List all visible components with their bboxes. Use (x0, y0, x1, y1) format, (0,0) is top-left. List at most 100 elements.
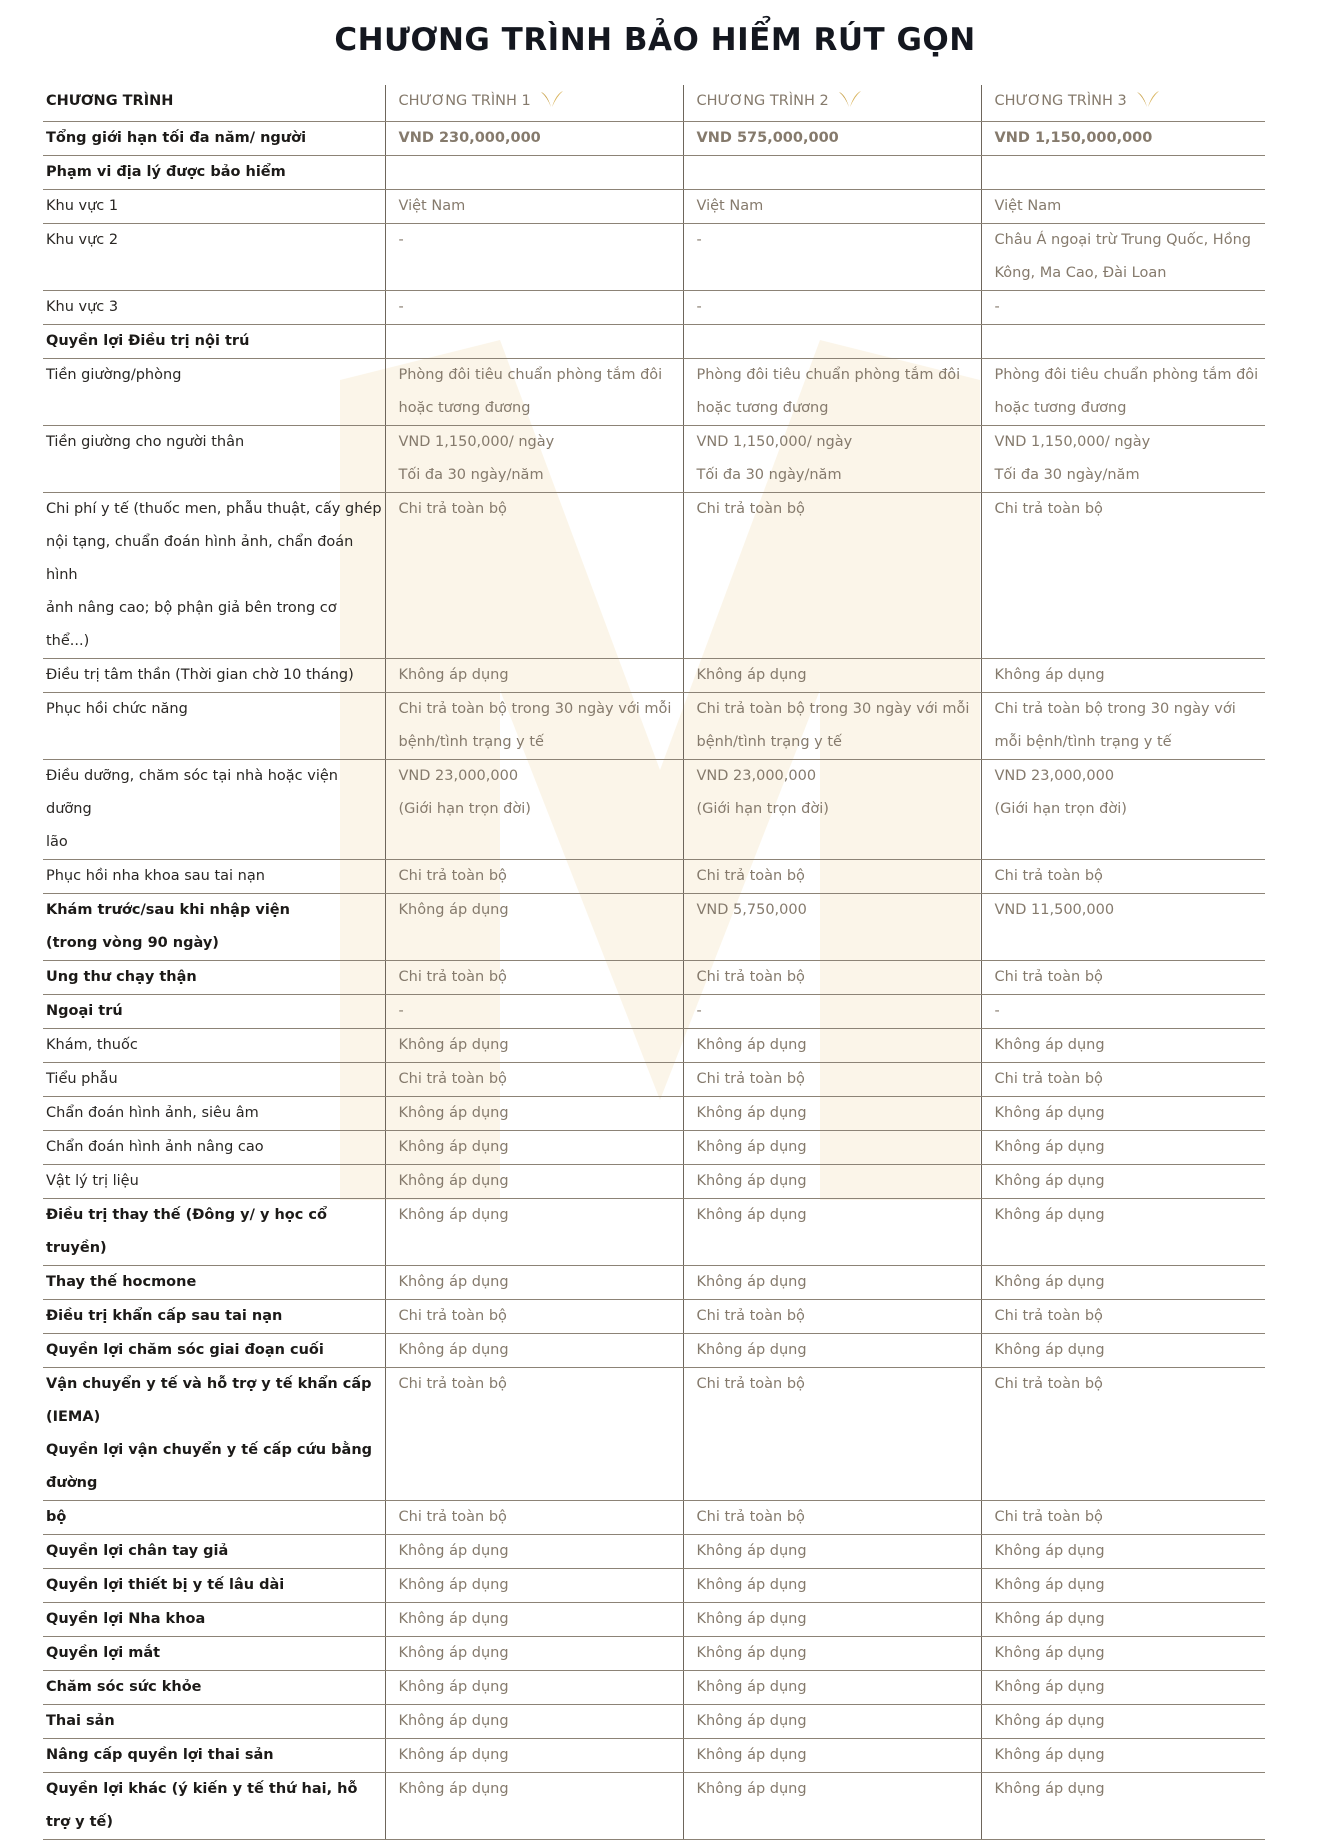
gold-wings-icon (1136, 88, 1159, 121)
plan-2-value: Không áp dụng (682, 1534, 981, 1569)
plan-3-value: Không áp dụng (980, 1602, 1265, 1637)
row-label: Phục hồi nha khoa sau tai nạn (43, 859, 385, 894)
plan-2-value: Không áp dụng (682, 1028, 981, 1063)
plan-1-value: - (384, 994, 683, 1029)
plan-1-value: Không áp dụng (384, 1028, 683, 1063)
plan-3-value: Chi trả toàn bộ (980, 1062, 1265, 1097)
table-row: Điều trị khẩn cấp sau tai nạn Chi trả toà… (43, 1299, 1265, 1334)
plan-3-value: - (980, 290, 1265, 325)
plan-1-value: VND 1,150,000/ ngày Tối đa 30 ngày/năm (384, 425, 683, 493)
plan-2-value: Không áp dụng (682, 1096, 981, 1131)
plan-3-value: Không áp dụng (980, 1636, 1265, 1671)
row-label: Phục hồi chức năng (43, 692, 385, 760)
plan-1-value: Chi trả toàn bộ (384, 1367, 683, 1501)
plan-3-value: Không áp dụng (980, 1198, 1265, 1266)
plan-2-value: Chi trả toàn bộ (682, 492, 981, 659)
table-row: Thai sản Không áp dụng Không áp dụng Không … (43, 1704, 1265, 1739)
plan-3-value: Không áp dụng (980, 1534, 1265, 1569)
plan-3-value: Không áp dụng (980, 1772, 1265, 1840)
plan-3-value: Không áp dụng (980, 1333, 1265, 1368)
plan-3-value: VND 11,500,000 (980, 893, 1265, 961)
row-label: Điều trị thay thế (Đông y/ y học cổ truy… (43, 1198, 385, 1266)
table-row: Chẩn đoán hình ảnh nâng cao Không áp dụng… (43, 1130, 1265, 1165)
plan-1-value: Không áp dụng (384, 1164, 683, 1199)
plan-3-value: Không áp dụng (980, 1096, 1265, 1131)
table-row: Nâng cấp quyền lợi thai sản Không áp dụng… (43, 1738, 1265, 1773)
plan-3-value: Không áp dụng (980, 1164, 1265, 1199)
row-label: Khu vực 2 (43, 223, 385, 291)
plan-3-value: Châu Á ngoại trừ Trung Quốc, Hồng Kông, … (980, 223, 1265, 291)
table-header-row: CHƯƠNG TRÌNH CHƯƠNG TRÌNH 1 CHƯƠNG TRÌNH … (43, 85, 1265, 122)
plan-2-value (682, 324, 981, 359)
table-row: Chăm sóc sức khỏe Không áp dụng Không áp d… (43, 1670, 1265, 1705)
table-row: Phục hồi chức năng Chi trả toàn bộ trong … (43, 692, 1265, 760)
plan-2-value: Chi trả toàn bộ (682, 1062, 981, 1097)
table-row: Điều trị tâm thần (Thời gian chờ 10 thán… (43, 658, 1265, 693)
plan-1-value: Không áp dụng (384, 1636, 683, 1671)
plan-2-value: Việt Nam (682, 189, 981, 224)
table-row: Tổng giới hạn tối đa năm/ người VND 230,0… (43, 121, 1265, 156)
plan-3-value: VND 1,150,000/ ngày Tối đa 30 ngày/năm (980, 425, 1265, 493)
plan-2-value: Phòng đôi tiêu chuẩn phòng tắm đôi hoặc … (682, 358, 981, 426)
plan-3-value: Không áp dụng (980, 1130, 1265, 1165)
table-row: Chẩn đoán hình ảnh, siêu âm Không áp dụng… (43, 1096, 1265, 1131)
plan-2-value: Không áp dụng (682, 1602, 981, 1637)
table-row: Điều dưỡng, chăm sóc tại nhà hoặc viện d… (43, 759, 1265, 860)
plan-2-value: Không áp dụng (682, 1704, 981, 1739)
row-label: Quyền lợi chân tay giả (43, 1534, 385, 1569)
plan-2-value: Chi trả toàn bộ (682, 1500, 981, 1535)
plan-3-value: Phòng đôi tiêu chuẩn phòng tắm đôi hoặc … (980, 358, 1265, 426)
plan-1-value: Không áp dụng (384, 658, 683, 693)
plan-1-value: Chi trả toàn bộ (384, 1500, 683, 1535)
plan-3-value: Không áp dụng (980, 1265, 1265, 1300)
header-plan-1: CHƯƠNG TRÌNH 1 (384, 85, 683, 122)
plan-2-value: Không áp dụng (682, 1164, 981, 1199)
plan-1-value: Không áp dụng (384, 1704, 683, 1739)
plan-1-value: VND 23,000,000 (Giới hạn trọn đời) (384, 759, 683, 860)
plan-2-value: - (682, 223, 981, 291)
plan-1-value: Không áp dụng (384, 1670, 683, 1705)
row-label: Tiền giường/phòng (43, 358, 385, 426)
table-row: Phục hồi nha khoa sau tai nạn Chi trả toà… (43, 859, 1265, 894)
plan-1-value: Không áp dụng (384, 1602, 683, 1637)
plan-2-value: Không áp dụng (682, 1670, 981, 1705)
plan-3-value (980, 155, 1265, 190)
table-row: Tiền giường/phòng Phòng đôi tiêu chuẩn ph… (43, 358, 1265, 426)
row-label: Ngoại trú (43, 994, 385, 1029)
plan-1-value: Chi trả toàn bộ (384, 492, 683, 659)
plan-2-value: Chi trả toàn bộ (682, 1367, 981, 1501)
table-row: Phạm vi địa lý được bảo hiểm (43, 155, 1265, 190)
table-row: Vận chuyển y tế và hỗ trợ y tế khẩn cấp … (43, 1367, 1265, 1501)
plan-2-value: Chi trả toàn bộ (682, 960, 981, 995)
plan-name: CHƯƠNG TRÌNH 1 (398, 93, 531, 109)
gold-wings-icon (838, 88, 861, 121)
table-row: Ung thư chạy thận Chi trả toàn bộ Chi trả … (43, 960, 1265, 995)
plan-3-value: Chi trả toàn bộ (980, 960, 1265, 995)
header-plan-3: CHƯƠNG TRÌNH 3 (980, 85, 1265, 122)
plan-1-value: - (384, 290, 683, 325)
plan-2-value: Không áp dụng (682, 1772, 981, 1840)
plan-1-value: Chi trả toàn bộ (384, 859, 683, 894)
table-row: Quyền lợi thiết bị y tế lâu dài Không áp … (43, 1568, 1265, 1603)
plan-3-value: Chi trả toàn bộ (980, 1500, 1265, 1535)
row-label: Điều trị khẩn cấp sau tai nạn (43, 1299, 385, 1334)
row-label: Ung thư chạy thận (43, 960, 385, 995)
plan-3-value: Chi trả toàn bộ (980, 1367, 1265, 1501)
row-label: Thai sản (43, 1704, 385, 1739)
table-row: Khám, thuốc Không áp dụng Không áp dụng Khô… (43, 1028, 1265, 1063)
plan-1-value: Không áp dụng (384, 1738, 683, 1773)
row-label: bộ (43, 1500, 385, 1535)
table-row: Quyền lợi mắt Không áp dụng Không áp dụng K… (43, 1636, 1265, 1671)
table-row: Quyền lợi khác (ý kiến y tế thứ hai, hỗ … (43, 1772, 1265, 1840)
plan-2-value: VND 575,000,000 (682, 121, 981, 156)
plan-2-value: VND 1,150,000/ ngày Tối đa 30 ngày/năm (682, 425, 981, 493)
row-label: Quyền lợi mắt (43, 1636, 385, 1671)
plan-3-value: Không áp dụng (980, 1670, 1265, 1705)
plan-1-value (384, 155, 683, 190)
row-label: Điều trị tâm thần (Thời gian chờ 10 thán… (43, 658, 385, 693)
plan-3-value: VND 23,000,000 (Giới hạn trọn đời) (980, 759, 1265, 860)
plan-3-value: Chi trả toàn bộ (980, 492, 1265, 659)
row-label: Tiểu phẫu (43, 1062, 385, 1097)
plan-1-value: Chi trả toàn bộ (384, 960, 683, 995)
row-label: Chẩn đoán hình ảnh nâng cao (43, 1130, 385, 1165)
